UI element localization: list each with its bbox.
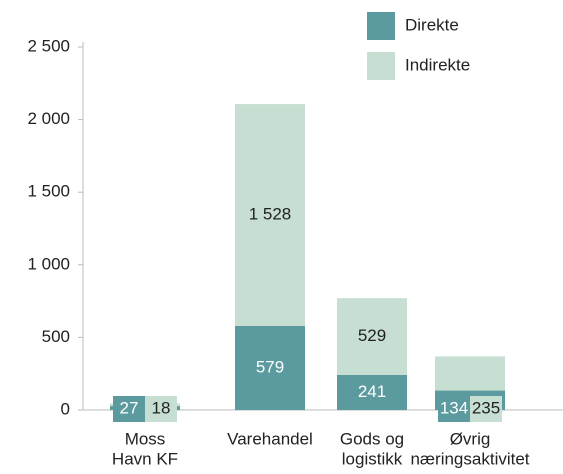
x-tick-label: Øvrig bbox=[450, 429, 491, 448]
bar-segment bbox=[337, 298, 407, 376]
bar-segment bbox=[337, 375, 407, 410]
x-tick-label: næringsaktivitet bbox=[410, 449, 529, 468]
y-tick-label: 500 bbox=[42, 327, 70, 346]
legend-swatch bbox=[367, 52, 395, 80]
value-label: 18 bbox=[152, 398, 171, 417]
value-label: 235 bbox=[472, 398, 500, 417]
y-tick-label: 2 000 bbox=[27, 109, 70, 128]
legend-label: Direkte bbox=[405, 15, 459, 34]
y-tick-label: 1 000 bbox=[27, 254, 70, 273]
value-label: 1 528 bbox=[249, 204, 292, 223]
x-tick-label: logistikk bbox=[342, 449, 403, 468]
y-tick-label: 1 500 bbox=[27, 182, 70, 201]
value-label: 27 bbox=[120, 398, 139, 417]
label-box bbox=[145, 396, 177, 422]
x-tick-label: Moss bbox=[125, 429, 166, 448]
value-label: 241 bbox=[358, 382, 386, 401]
legend-swatch bbox=[367, 12, 395, 40]
value-label: 579 bbox=[256, 357, 284, 376]
value-label: 529 bbox=[358, 326, 386, 345]
label-box bbox=[438, 396, 470, 422]
legend-label: Indirekte bbox=[405, 55, 470, 74]
label-box bbox=[113, 396, 145, 422]
y-tick-label: 2 500 bbox=[27, 36, 70, 55]
y-tick-label: 0 bbox=[61, 399, 70, 418]
bar-segment bbox=[235, 104, 305, 326]
x-tick-label: Havn KF bbox=[112, 449, 178, 468]
bar-segment bbox=[435, 356, 505, 391]
x-tick-label: Varehandel bbox=[227, 429, 313, 448]
value-label: 134 bbox=[440, 398, 468, 417]
x-tick-label: Gods og bbox=[340, 429, 404, 448]
label-box bbox=[470, 396, 502, 422]
bar-segment bbox=[235, 325, 305, 410]
